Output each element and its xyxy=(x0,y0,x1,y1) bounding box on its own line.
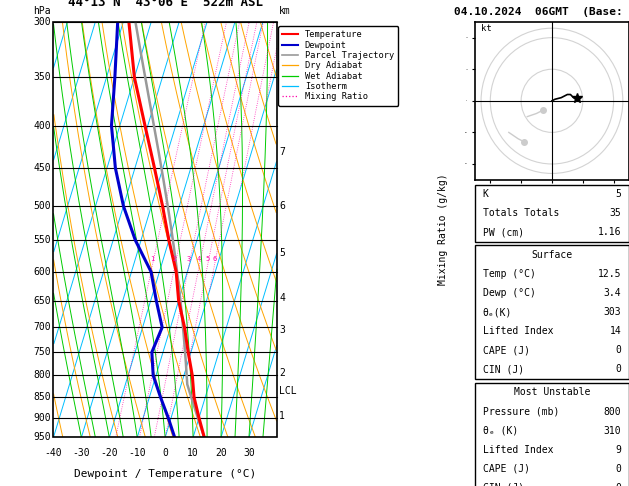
Text: 5: 5 xyxy=(279,248,285,258)
Text: 900: 900 xyxy=(33,413,51,423)
Text: -40: -40 xyxy=(45,448,62,458)
Text: 750: 750 xyxy=(33,347,51,357)
Text: 1.16: 1.16 xyxy=(598,227,621,237)
Text: CIN (J): CIN (J) xyxy=(482,364,524,374)
Text: -30: -30 xyxy=(72,448,90,458)
Text: 1: 1 xyxy=(150,256,154,262)
Text: 1: 1 xyxy=(279,411,285,421)
Text: 800: 800 xyxy=(33,370,51,381)
Text: hPa: hPa xyxy=(33,6,51,16)
Text: 310: 310 xyxy=(604,426,621,436)
Text: CAPE (J): CAPE (J) xyxy=(482,464,530,474)
Text: 4: 4 xyxy=(279,293,285,303)
Text: K: K xyxy=(482,189,489,199)
Text: 10: 10 xyxy=(187,448,199,458)
Text: 6: 6 xyxy=(212,256,216,262)
Text: 0: 0 xyxy=(615,464,621,474)
Text: 850: 850 xyxy=(33,392,51,402)
Text: Mixing Ratio (g/kg): Mixing Ratio (g/kg) xyxy=(438,174,448,285)
Text: ASL: ASL xyxy=(279,26,297,36)
Text: 35: 35 xyxy=(610,208,621,218)
Text: 14: 14 xyxy=(610,327,621,336)
Text: 9: 9 xyxy=(615,445,621,455)
Text: PW (cm): PW (cm) xyxy=(482,227,524,237)
Text: -10: -10 xyxy=(128,448,146,458)
Text: Temp (°C): Temp (°C) xyxy=(482,270,535,279)
Text: 30: 30 xyxy=(243,448,255,458)
Text: 2: 2 xyxy=(279,368,285,378)
Text: 04.10.2024  06GMT  (Base: 06): 04.10.2024 06GMT (Base: 06) xyxy=(454,7,629,17)
Text: Dewpoint / Temperature (°C): Dewpoint / Temperature (°C) xyxy=(74,469,256,479)
Text: 0: 0 xyxy=(615,364,621,374)
Text: θₑ(K): θₑ(K) xyxy=(482,308,512,317)
Text: -20: -20 xyxy=(101,448,118,458)
Legend: Temperature, Dewpoint, Parcel Trajectory, Dry Adiabat, Wet Adiabat, Isotherm, Mi: Temperature, Dewpoint, Parcel Trajectory… xyxy=(278,26,398,105)
Text: LCL: LCL xyxy=(279,386,297,397)
Text: CIN (J): CIN (J) xyxy=(482,483,524,486)
Text: 0: 0 xyxy=(615,346,621,355)
Text: 500: 500 xyxy=(33,201,51,211)
Text: 0: 0 xyxy=(615,483,621,486)
Text: 350: 350 xyxy=(33,72,51,83)
Text: 3: 3 xyxy=(187,256,191,262)
Text: 6: 6 xyxy=(279,201,285,211)
Text: 600: 600 xyxy=(33,267,51,277)
Text: 400: 400 xyxy=(33,121,51,131)
Bar xyxy=(475,185,629,242)
Text: Surface: Surface xyxy=(532,250,572,260)
Text: 8: 8 xyxy=(279,72,285,83)
Bar xyxy=(475,382,629,486)
Text: 7: 7 xyxy=(279,147,285,156)
Text: 3: 3 xyxy=(279,325,285,335)
Text: 300: 300 xyxy=(33,17,51,27)
Text: 550: 550 xyxy=(33,235,51,245)
Text: 700: 700 xyxy=(33,322,51,332)
Text: Dewp (°C): Dewp (°C) xyxy=(482,289,535,298)
Text: 44°13'N  43°06'E  522m ASL: 44°13'N 43°06'E 522m ASL xyxy=(68,0,263,9)
Text: 2: 2 xyxy=(173,256,177,262)
Text: 20: 20 xyxy=(215,448,227,458)
Bar xyxy=(475,245,629,379)
Text: 303: 303 xyxy=(604,308,621,317)
Text: Totals Totals: Totals Totals xyxy=(482,208,559,218)
Text: Most Unstable: Most Unstable xyxy=(514,387,590,398)
Text: 950: 950 xyxy=(33,433,51,442)
Text: Lifted Index: Lifted Index xyxy=(482,445,553,455)
Text: km: km xyxy=(279,6,291,16)
Text: 650: 650 xyxy=(33,295,51,306)
Text: 4: 4 xyxy=(197,256,201,262)
Text: θₑ (K): θₑ (K) xyxy=(482,426,518,436)
Text: 0: 0 xyxy=(162,448,168,458)
Text: 450: 450 xyxy=(33,163,51,173)
Text: CAPE (J): CAPE (J) xyxy=(482,346,530,355)
Text: Lifted Index: Lifted Index xyxy=(482,327,553,336)
Text: 5: 5 xyxy=(205,256,209,262)
Text: 12.5: 12.5 xyxy=(598,270,621,279)
Text: 800: 800 xyxy=(604,407,621,417)
Text: 5: 5 xyxy=(615,189,621,199)
Bar xyxy=(53,22,277,437)
Text: kt: kt xyxy=(481,24,492,34)
Text: Pressure (mb): Pressure (mb) xyxy=(482,407,559,417)
Text: 3.4: 3.4 xyxy=(604,289,621,298)
